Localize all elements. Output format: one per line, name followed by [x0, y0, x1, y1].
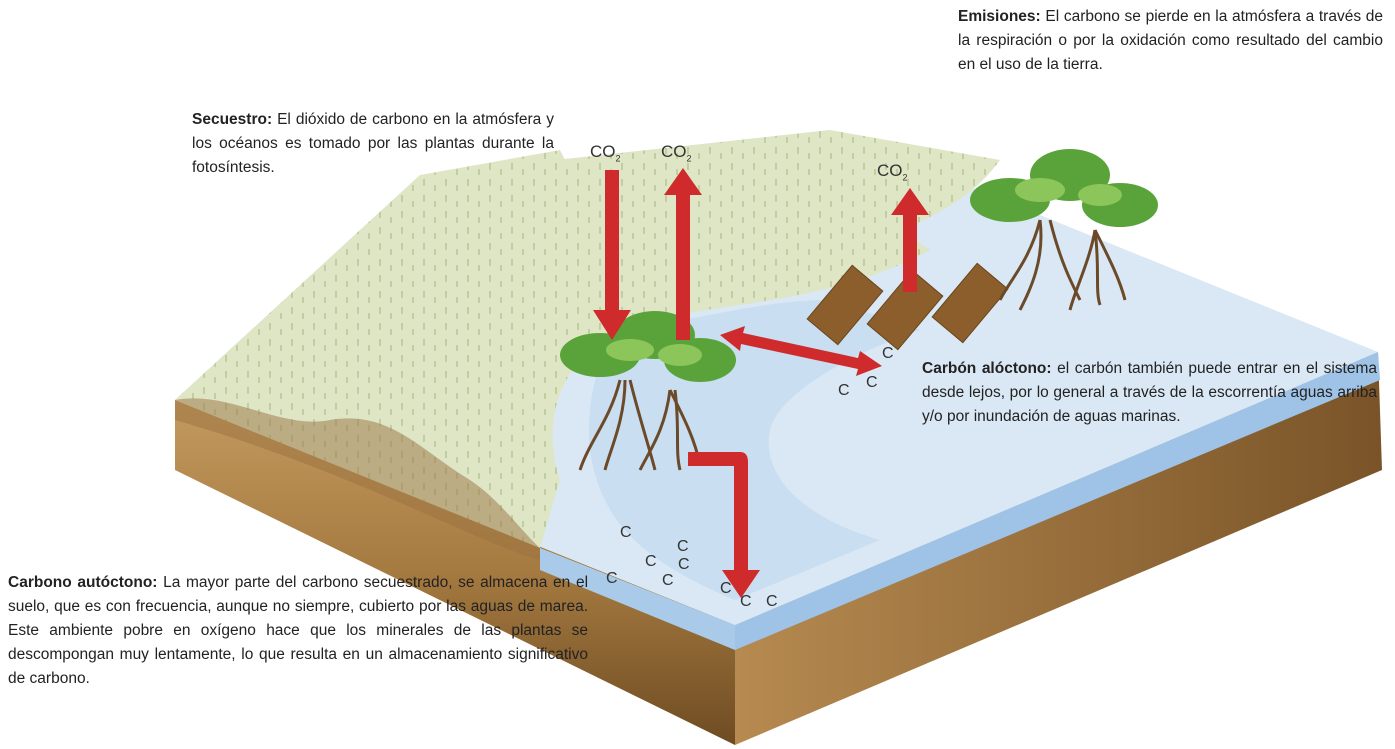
co2-sub: 2 [903, 172, 908, 182]
annotation: Carbón alóctono: el carbón también puede… [922, 357, 1377, 429]
carbon-label: C [678, 556, 690, 574]
co2-base: CO [590, 142, 616, 161]
carbon-label: C [620, 524, 632, 542]
carbon-label: C [838, 382, 850, 400]
carbon-label: C [740, 593, 752, 611]
carbon-label: C [866, 374, 878, 392]
carbon-label: C [677, 538, 689, 556]
carbon-label: C [645, 553, 657, 571]
annotation: Carbono autóctono: La mayor parte del ca… [8, 571, 588, 691]
co2-label: CO2 [661, 142, 692, 163]
annotation-heading: Emisiones: [958, 8, 1041, 25]
co2-base: CO [877, 161, 903, 180]
annotation: Secuestro: El dióxido de carbono en la a… [192, 108, 554, 180]
co2-label: CO2 [877, 161, 908, 182]
page: Emisiones: El carbono se pierde en la at… [0, 0, 1395, 749]
co2-sub: 2 [616, 153, 621, 163]
carbon-label: C [882, 345, 894, 363]
annotation-heading: Carbón alóctono: [922, 360, 1052, 377]
annotation-heading: Secuestro: [192, 111, 272, 128]
carbon-label: C [662, 572, 674, 590]
carbon-label: C [606, 570, 618, 588]
carbon-label: C [766, 593, 778, 611]
annotation: Emisiones: El carbono se pierde en la at… [958, 5, 1383, 77]
annotation-heading: Carbono autóctono: [8, 574, 157, 591]
carbon-label: C [720, 580, 732, 598]
co2-sub: 2 [687, 153, 692, 163]
co2-base: CO [661, 142, 687, 161]
co2-label: CO2 [590, 142, 621, 163]
